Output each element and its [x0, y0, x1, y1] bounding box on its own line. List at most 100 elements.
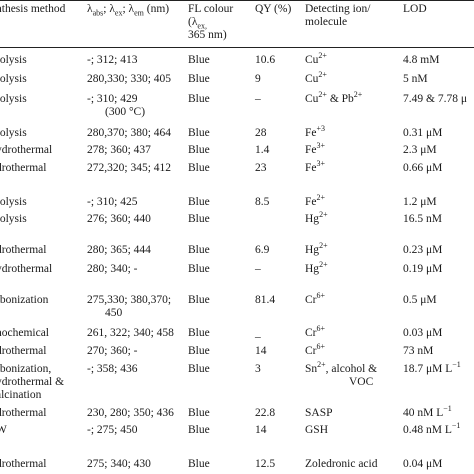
cell-lod: 16.5 nM	[403, 213, 442, 226]
cell-qy: –	[255, 263, 261, 275]
wavelength-line: 280,330; 330; 405	[87, 73, 172, 85]
cell-fl-colour: Blue	[188, 294, 210, 306]
analyte-base: Hg	[305, 244, 320, 256]
header-rule	[0, 47, 474, 48]
cell-lod: 4.8 mM	[403, 54, 439, 67]
cell-synthesis-method: W	[0, 424, 7, 437]
cell-detecting: Hg2+	[305, 260, 328, 276]
analyte-base: Cu	[305, 73, 319, 85]
cell-lod: 2.3 μM	[403, 144, 437, 157]
cell-fl-colour: Blue	[188, 196, 210, 208]
cell-lod: 0.23 μM	[403, 244, 442, 257]
method-line: rolysis	[0, 73, 27, 85]
analyte-charge: 2+	[318, 90, 327, 100]
method-line: rolysis	[0, 54, 27, 66]
cell-synthesis-method: rolysis	[0, 54, 27, 67]
analyte-base: Fe	[305, 144, 317, 156]
wavelength-line: 278; 360; 437	[87, 144, 151, 156]
header-detecting: Detecting ion/ molecule	[305, 3, 371, 28]
cell-synthesis-method: rolysis	[0, 196, 27, 209]
cell-qy: 22.8	[255, 407, 276, 419]
cell-fl-colour: Blue	[188, 93, 210, 105]
cell-qy: 8.5	[255, 196, 270, 208]
cell-wavelengths: -; 358; 436	[87, 363, 137, 376]
wavelength-line: -; 358; 436	[87, 363, 138, 375]
analyte-base: Fe	[305, 127, 317, 139]
analyte-base: Zoledronic acid	[305, 458, 378, 470]
analyte-base: SASP	[305, 407, 333, 419]
header-fl-colour: FL colour (λex, 365 nm)	[188, 3, 234, 41]
lod-value: 0.31 μM	[403, 127, 443, 139]
analyte-base: Cr	[305, 345, 317, 357]
cell-detecting: SASP	[305, 407, 333, 420]
lod-value: 73 nM	[403, 345, 434, 357]
lod-value: 7.49 & 7.78 μ	[403, 93, 467, 105]
cell-lod: 0.03 μM	[403, 327, 442, 340]
analyte-line2: VOC	[349, 376, 374, 388]
wavelength-line: -; 312; 413	[87, 54, 138, 66]
cell-detecting: Cr6+	[305, 342, 326, 358]
lod-value: 0.66 μM	[403, 162, 443, 174]
method-line: rolysis	[0, 93, 27, 105]
cell-synthesis-method: nochemical	[0, 327, 49, 340]
cell-qy: –	[255, 93, 261, 105]
cell-qy: _	[255, 327, 261, 339]
cell-lod: 0.48 nM L−1	[403, 422, 460, 437]
cell-wavelengths: 270; 360; -	[87, 345, 137, 358]
method-line: rolysis	[0, 196, 27, 208]
lod-value: 1.2 μM	[403, 196, 437, 208]
cell-detecting: Fe3+	[305, 160, 325, 175]
analyte-base: Cu	[305, 54, 319, 66]
cell-wavelengths: -; 310; 429 (300 °C)	[87, 93, 145, 119]
cell-synthesis-method: drothermal	[0, 162, 46, 175]
wavelength-line: -; 275; 450	[87, 424, 138, 436]
cell-qy: 14	[255, 345, 267, 357]
analyte-charge: 6+	[316, 342, 326, 352]
cell-detecting: Cu2+ & Pb2+	[305, 90, 362, 106]
cell-detecting: Hg2+	[305, 242, 328, 257]
method-line: drothermal	[0, 407, 47, 419]
method-line: W	[0, 424, 7, 436]
cell-wavelengths: 280; 365; 444	[87, 244, 151, 257]
analyte-charge: 2+	[318, 70, 327, 80]
method-line: rbonization	[0, 294, 49, 306]
lod-value: 0.48 nM L	[403, 424, 452, 436]
wavelength-line: 272,320; 345; 412	[87, 162, 172, 174]
wavelength-line: 270; 360; -	[87, 345, 138, 357]
lod-value: 0.5 μM	[403, 294, 437, 306]
analyte-base: GSH	[305, 424, 329, 436]
lod-value: 0.23 μM	[403, 244, 443, 256]
cell-synthesis-method: rbonization, ydrothermal & alcination	[0, 363, 64, 402]
lod-unit-exponent: −1	[443, 404, 452, 414]
cell-qy: 81.4	[255, 294, 276, 306]
cell-synthesis-method: drothermal	[0, 407, 46, 420]
cell-synthesis-method: drothermal	[0, 244, 46, 257]
cell-qy: 10.6	[255, 54, 276, 66]
method-line: ydrothermal	[0, 263, 53, 275]
cell-lod: 0.04 μM	[403, 458, 442, 471]
cell-lod: 73 nM	[403, 345, 433, 358]
cell-lod: 18.7 μM L−1	[403, 360, 461, 376]
cell-lod: 40 nM L−1	[403, 404, 452, 420]
lod-value: 0.04 μM	[403, 458, 443, 470]
lod-value: 0.03 μM	[403, 327, 443, 339]
cell-fl-colour: Blue	[188, 144, 210, 156]
cell-wavelengths: -; 310; 425	[87, 196, 137, 209]
wavelength-line: 275; 340; 430	[87, 458, 151, 470]
cell-wavelengths: -; 275; 450	[87, 424, 137, 437]
method-line: nochemical	[0, 327, 50, 339]
cell-synthesis-method: rolysis	[0, 213, 27, 226]
wavelength-line: 261, 322; 340; 458	[87, 327, 174, 339]
analyte-charge: 2+	[319, 260, 328, 270]
cell-qy: 1.4	[255, 144, 270, 156]
cell-lod: 1.2 μM	[403, 196, 437, 209]
method-line: rbonization,	[0, 363, 52, 375]
analyte-base: Hg	[305, 263, 320, 275]
lod-unit-exponent: −1	[452, 360, 461, 370]
cell-qy: 23	[255, 162, 267, 174]
cell-wavelengths: 275,330; 380,370; 450	[87, 294, 171, 320]
table-top-rule	[0, 0, 474, 1]
cell-qy: 28	[255, 127, 267, 139]
method-line: rolysis	[0, 127, 27, 139]
cell-wavelengths: 278; 360; 437	[87, 144, 151, 157]
